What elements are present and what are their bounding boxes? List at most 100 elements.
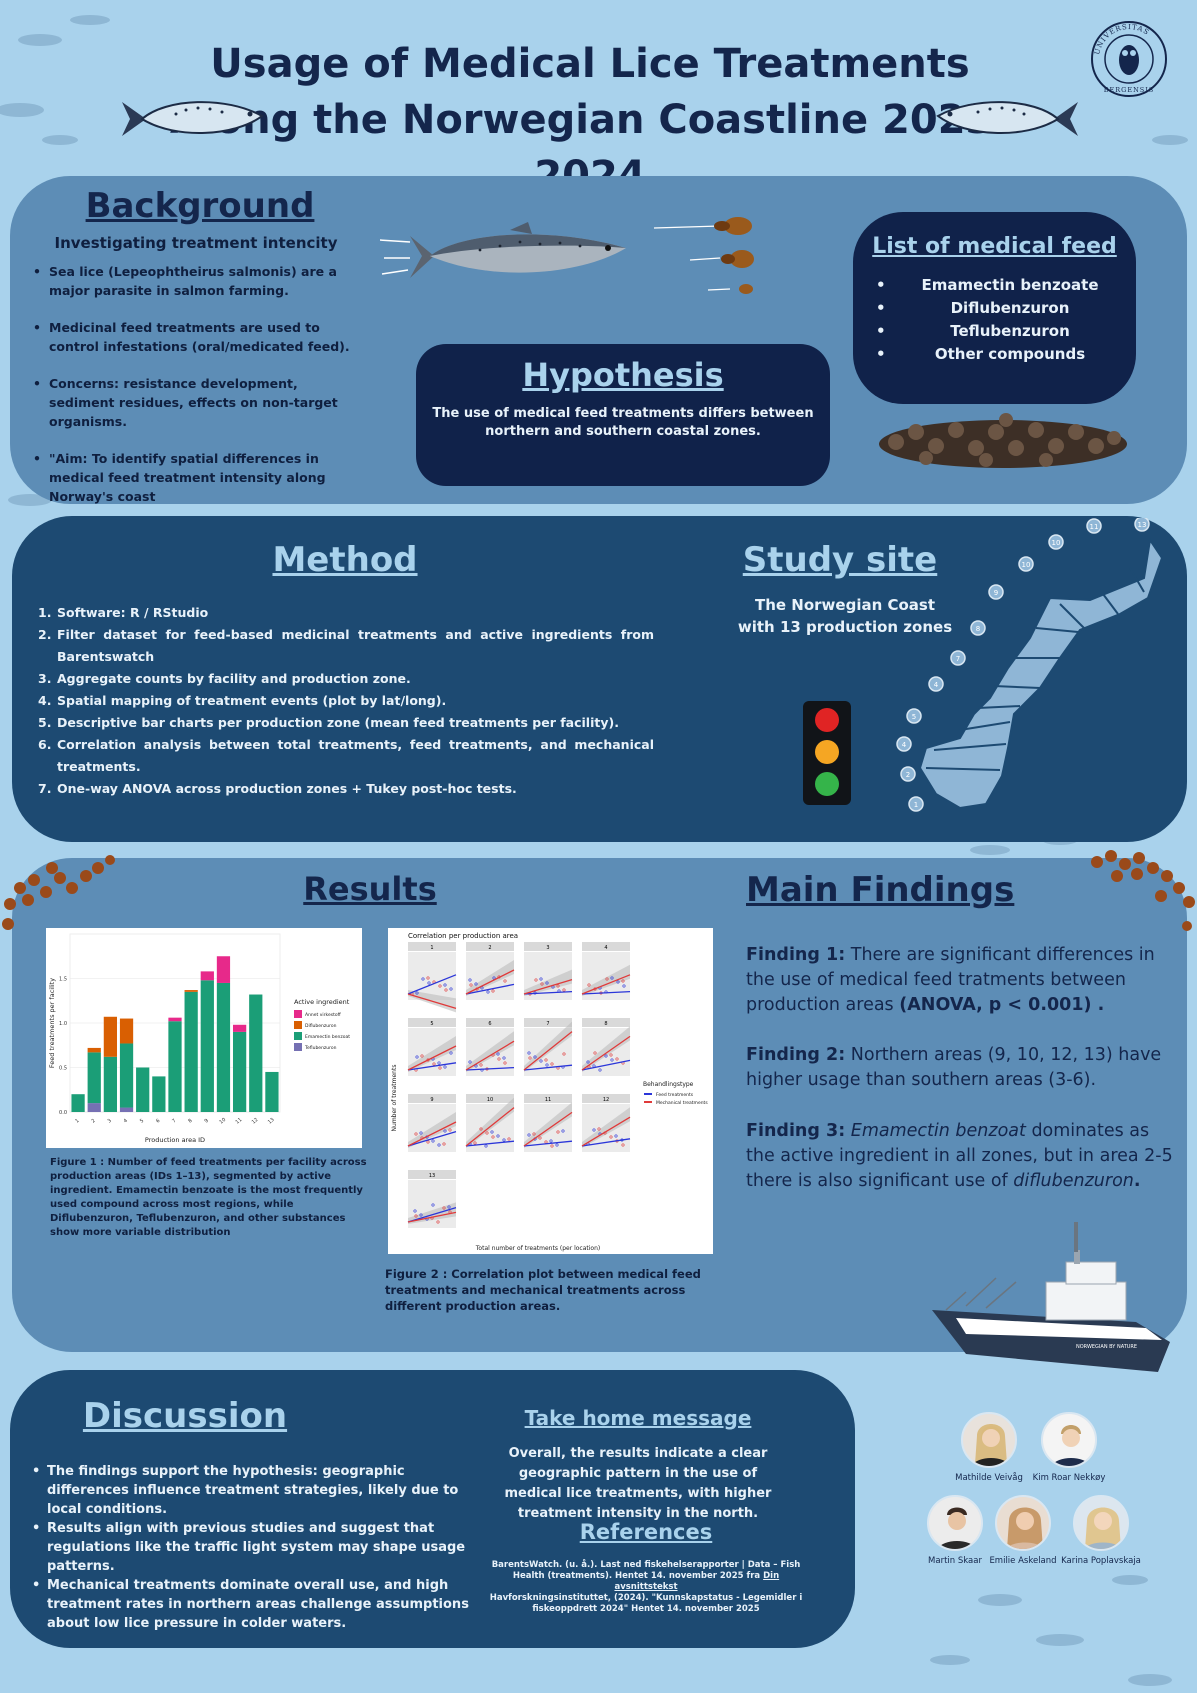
x-tick-label: 5 <box>139 1118 145 1125</box>
scatter-point <box>539 1059 543 1063</box>
scatter-point <box>436 1220 440 1224</box>
facet-strip <box>582 942 630 951</box>
author-card: Kim Roar Nekkøy <box>1014 1412 1124 1483</box>
scatter-point <box>593 1051 597 1055</box>
finding-3: Finding 3: Emamectin benzoat dominates a… <box>746 1121 1173 1191</box>
avatar <box>961 1412 1017 1468</box>
scatter-point <box>491 1135 495 1139</box>
regression-line <box>581 1059 631 1071</box>
scatter-point <box>484 1144 488 1148</box>
background-item: "Aim: To identify spatial differences in… <box>30 449 360 506</box>
scatter-point <box>556 984 560 988</box>
scatter-point <box>442 1142 446 1146</box>
scatter-point <box>587 983 591 987</box>
salmon-drawing-right-icon <box>936 101 1078 136</box>
stacked-bar-chart: 1 2 3 4 5 6 7 8 9 10 11 12 13 0.00.51.01.5 Productio… <box>48 933 350 1144</box>
hypothesis-text: The use of medical feed treatments diffe… <box>432 406 814 439</box>
regression-line <box>465 1107 515 1147</box>
regression-line <box>407 1211 457 1223</box>
confidence-band <box>466 960 514 996</box>
university-seal-logo: UNIVERSITAS BERGENSIS <box>1091 21 1167 97</box>
facet-strip <box>524 942 572 951</box>
zone-label: 2 <box>906 771 910 779</box>
scatter-point <box>437 1143 441 1147</box>
traffic-light-icon <box>803 701 851 805</box>
corr-chart-xlabel: Total number of treatments (per location… <box>475 1245 600 1252</box>
scatter-point <box>447 1205 451 1209</box>
facet-label: 13 <box>429 1173 435 1179</box>
zone-label: 10 <box>1022 561 1031 569</box>
regression-line <box>407 1206 457 1223</box>
legend-swatch <box>294 1043 302 1051</box>
scatter-point <box>421 977 425 981</box>
facet-label: 4 <box>604 945 607 951</box>
scatter-point <box>538 1136 542 1140</box>
scatter-point <box>443 1129 447 1133</box>
correlation-panel-plot: Correlation per production area 1 2 3 45 6 7 8… <box>391 932 708 1252</box>
figure-2-caption: Figure 2 : Correlation plot between medi… <box>385 1267 701 1313</box>
facet-strip <box>524 1094 572 1103</box>
scatter-point <box>562 988 566 992</box>
ship-hull-label: NORWEGIAN BY NATURE <box>1076 1344 1137 1350</box>
background-list: Sea lice (Lepeophtheirus salmonis) are a… <box>30 262 360 524</box>
bar-segment <box>119 1107 134 1112</box>
scatter-point <box>497 1057 501 1061</box>
confidence-band <box>408 1036 456 1072</box>
legend-swatch <box>294 1010 302 1018</box>
scatter-point <box>549 1139 553 1143</box>
regression-line <box>465 1140 515 1147</box>
method-step: 4. Spatial mapping of treatment events (p… <box>38 693 447 708</box>
background-item: Sea lice (Lepeophtheirus salmonis) are a… <box>30 262 360 300</box>
regression-line <box>581 990 631 995</box>
scatter-point <box>616 980 620 984</box>
facet-label: 5 <box>430 1021 433 1027</box>
bar-segment <box>216 982 231 1112</box>
scatter-point <box>448 1128 452 1132</box>
facet-strip <box>582 1018 630 1027</box>
corr-chart-legend-title: Behandlingstype <box>643 1081 694 1088</box>
legend-label: Annet virkestoff <box>305 1012 342 1018</box>
study-site-heading: Study site <box>742 540 938 580</box>
discussion-item: Mechanical treatments dominate overall u… <box>28 1576 472 1633</box>
background-item: Concerns: resistance development, sedime… <box>30 374 360 431</box>
x-tick-label: 10 <box>218 1117 227 1126</box>
legend-swatch <box>294 1021 302 1029</box>
facet-strip <box>408 1094 456 1103</box>
feed-pellets-pile-right-image <box>1091 850 1195 931</box>
method-step: 6. Correlation analysis between total tre… <box>38 737 654 774</box>
sea-lice-image <box>653 217 754 294</box>
scatter-point <box>592 1128 596 1132</box>
author-card: Karina Poplavskaja <box>1046 1495 1156 1566</box>
scatter-point <box>562 1052 566 1056</box>
scatter-point <box>561 1129 565 1133</box>
confidence-band <box>582 1026 630 1072</box>
bar-segment <box>184 990 198 992</box>
zone-label: 8 <box>976 625 980 633</box>
facet-strip <box>408 942 456 951</box>
y-tick-label: 1.0 <box>59 1021 67 1027</box>
bar-segment <box>168 1021 182 1112</box>
discussion-list: The findings support the hypothesis: geo… <box>28 1462 472 1633</box>
scatter-point <box>545 981 549 985</box>
confidence-band <box>466 1031 514 1072</box>
x-tick-label: 12 <box>251 1117 260 1126</box>
scatter-point <box>540 982 544 986</box>
hypothesis-box <box>416 344 830 486</box>
x-tick-label: 6 <box>155 1118 161 1125</box>
reference-link[interactable]: Din avsnittstekst <box>614 1571 780 1592</box>
regression-line <box>523 990 573 995</box>
discussion-heading: Discussion <box>82 1396 288 1436</box>
scatter-point <box>622 984 626 988</box>
scatter-point <box>534 978 538 982</box>
corr-legend-mechanical: Mechanical treatments <box>656 1100 708 1106</box>
scatter-point <box>614 1134 618 1138</box>
regression-line <box>581 1035 631 1071</box>
avatar <box>927 1495 983 1551</box>
scatter-point <box>610 976 614 980</box>
scatter-point <box>419 1131 423 1135</box>
bar-segment <box>232 1031 247 1112</box>
scatter-point <box>438 984 442 988</box>
bar-segment <box>232 1024 247 1032</box>
confidence-band <box>524 1102 572 1148</box>
